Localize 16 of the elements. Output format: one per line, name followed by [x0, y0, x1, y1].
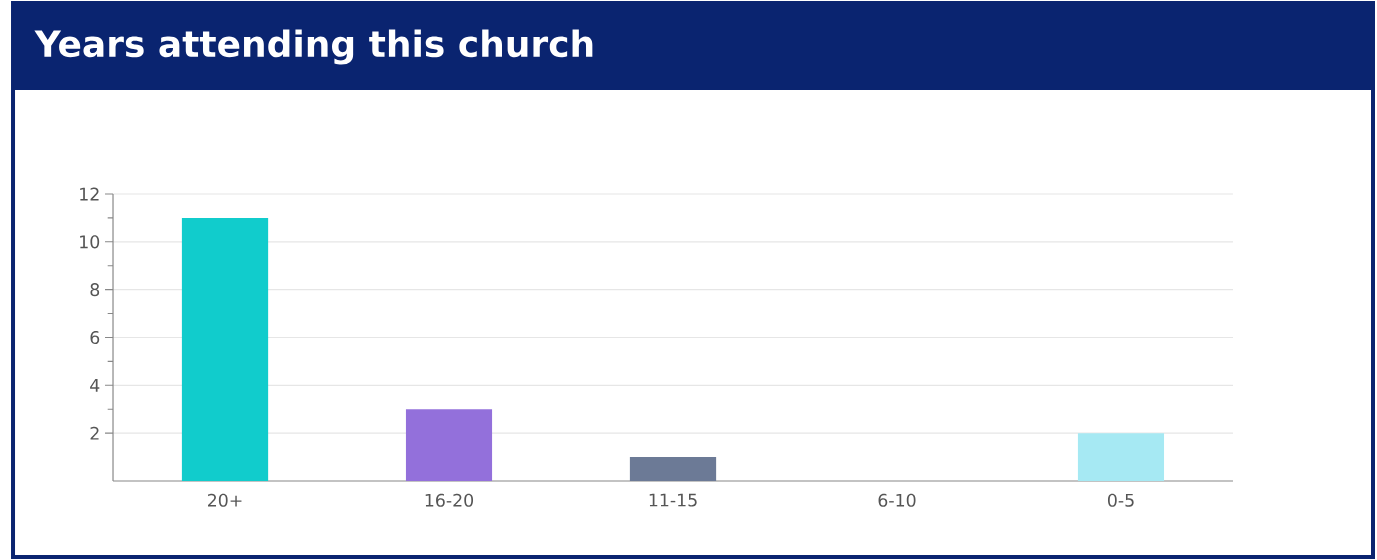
bar	[629, 457, 717, 481]
x-tick-label: 0-5	[1107, 493, 1134, 507]
y-tick-label: 12	[80, 187, 99, 201]
x-tick-label: 16-20	[425, 493, 474, 507]
y-tick-label: 8	[90, 283, 100, 297]
y-tick-label: 2	[90, 426, 99, 440]
y-tick-label: 4	[90, 379, 100, 392]
bar	[405, 409, 493, 481]
x-tick-label: 6-10	[878, 493, 916, 507]
y-tick-label: 10	[80, 235, 100, 249]
chart-title: Years attending this church	[34, 29, 593, 65]
y-tick-label: 6	[90, 330, 100, 345]
x-tick-label: 20+	[208, 493, 242, 507]
x-tick-label: 11-15	[649, 493, 697, 507]
bar	[181, 217, 269, 481]
bar	[1077, 433, 1165, 481]
